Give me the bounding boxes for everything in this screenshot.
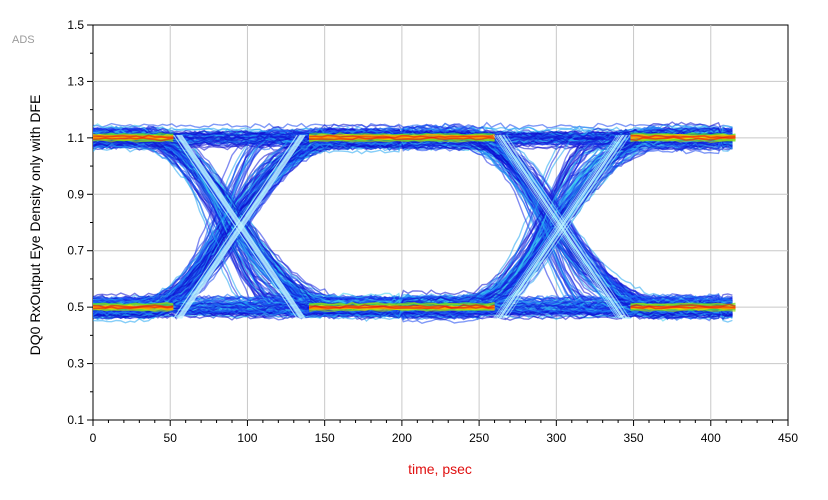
x-tick-label: 150 <box>315 431 335 445</box>
y-tick-label: 0.5 <box>67 300 84 314</box>
x-tick-label: 250 <box>469 431 489 445</box>
y-axis-title: DQ0 RxOutput Eye Density only with DFE <box>27 95 43 356</box>
crossing-trace <box>178 134 303 319</box>
crossing-trace <box>499 134 625 319</box>
tick-labels: 0 50 100 150 200 250 300 350 400 450 0.1 0.3 0.5 0.7 0… <box>67 18 798 445</box>
density-core-trace <box>93 134 736 139</box>
x-tick-label: 50 <box>164 431 178 445</box>
eye-trace <box>93 122 733 310</box>
plot-area <box>92 24 789 421</box>
x-tick-label: 100 <box>237 431 257 445</box>
crossing-trace <box>177 134 302 319</box>
watermark: ADS <box>12 34 35 46</box>
y-tick-label: 1.1 <box>67 131 84 145</box>
crossing-trace <box>180 134 305 319</box>
x-tick-label: 200 <box>392 431 412 445</box>
crossing-trace <box>493 134 618 319</box>
crossing-trace <box>175 134 301 319</box>
y-tick-label: 0.9 <box>67 187 84 201</box>
axis-ticks <box>87 24 789 426</box>
crossing-trace <box>499 134 624 319</box>
y-tick-label: 0.7 <box>67 244 84 258</box>
x-tick-label: 300 <box>546 431 566 445</box>
eye-trace <box>93 296 733 304</box>
x-axis-title: time, psec <box>408 461 472 477</box>
y-tick-label: 1.5 <box>67 18 84 32</box>
crossing-trace <box>498 134 623 319</box>
y-tick-label: 0.1 <box>67 413 84 427</box>
eye-traces <box>93 121 736 325</box>
y-tick-label: 0.3 <box>67 357 84 371</box>
eye-trace <box>93 140 733 320</box>
eye-trace <box>93 129 733 138</box>
crossing-trace <box>173 134 298 319</box>
y-tick-label: 1.3 <box>67 74 84 88</box>
crossing-trace <box>502 134 627 319</box>
x-tick-label: 450 <box>778 431 798 445</box>
x-tick-label: 350 <box>624 431 644 445</box>
crossing-trace <box>503 134 628 319</box>
density-core-trace <box>93 136 736 142</box>
eye-trace <box>93 309 733 318</box>
crossing-trace <box>179 134 305 319</box>
density-core-trace <box>93 307 736 313</box>
x-tick-label: 0 <box>90 431 97 445</box>
crossing-trace <box>506 134 631 319</box>
crossing-trace <box>494 134 620 319</box>
x-tick-label: 400 <box>701 431 721 445</box>
eye-trace <box>93 307 733 317</box>
crossing-trace <box>181 134 306 319</box>
density-core-trace <box>93 303 736 309</box>
crossing-trace <box>496 134 621 319</box>
